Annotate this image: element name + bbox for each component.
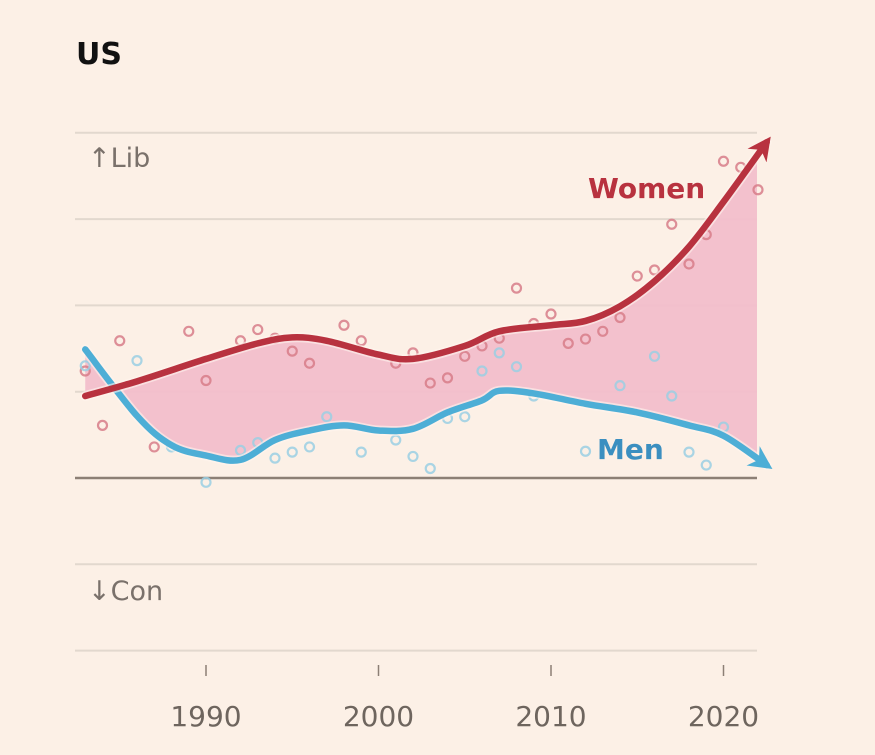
women-data-point <box>96 419 109 431</box>
women-data-point <box>579 333 592 345</box>
chart-title: US <box>76 37 122 72</box>
women-data-point <box>545 308 557 320</box>
women-data-point <box>666 218 678 230</box>
women-data-point <box>614 311 626 324</box>
men-data-point <box>476 365 488 377</box>
women-trend-line <box>82 136 771 400</box>
women-data-point <box>510 282 523 294</box>
men-data-point <box>666 390 678 402</box>
women-data-point <box>303 357 316 369</box>
lib-direction-label: ↑Lib <box>88 143 150 174</box>
women-data-point <box>631 270 643 282</box>
men-data-point <box>286 446 298 458</box>
gap-area <box>85 155 757 460</box>
men-data-point <box>390 434 402 446</box>
men-data-point <box>79 360 91 372</box>
men-data-point <box>579 445 592 457</box>
men-data-point <box>648 350 661 362</box>
men-data-point <box>355 446 367 458</box>
women-data-point <box>355 335 367 347</box>
men-series-label: Men <box>597 433 664 466</box>
women-data-point <box>252 323 264 336</box>
women-data-point <box>424 377 436 389</box>
women-data-point <box>338 319 350 331</box>
men-data-point <box>424 462 436 475</box>
women-data-point <box>597 325 609 337</box>
women-data-point <box>459 350 471 362</box>
women-data-point <box>717 155 730 167</box>
scatter-points <box>79 155 764 488</box>
men-data-point <box>269 452 281 464</box>
men-data-point <box>700 459 712 471</box>
men-data-point <box>303 441 316 453</box>
x-tick-label: 2000 <box>343 700 414 733</box>
men-trend-line <box>82 346 773 470</box>
women-data-point <box>183 325 195 337</box>
women-data-point <box>683 258 695 270</box>
x-tick-label: 1990 <box>170 700 241 733</box>
trend-lines <box>80 136 773 471</box>
men-data-point <box>321 411 333 423</box>
women-data-point <box>79 365 91 377</box>
men-data-point <box>459 411 471 423</box>
men-data-point <box>683 446 695 458</box>
con-direction-label: ↓Con <box>88 576 163 607</box>
gender-gap-fill <box>85 155 757 460</box>
men-data-point <box>493 347 505 359</box>
men-data-point <box>200 476 212 488</box>
women-data-point <box>648 264 661 276</box>
women-data-point <box>114 335 126 347</box>
women-data-point <box>200 374 212 387</box>
men-data-point <box>407 450 419 463</box>
women-data-point <box>286 345 298 357</box>
women-data-point <box>752 184 764 196</box>
women-data-point <box>562 337 574 349</box>
x-axis: 1990 2000 2010 2020 <box>170 665 759 733</box>
women-data-point <box>148 441 160 453</box>
men-data-point <box>510 361 523 373</box>
x-tick-label: 2020 <box>688 700 759 733</box>
women-series-label: Women <box>588 172 705 205</box>
women-data-point <box>441 372 454 384</box>
x-tick-label: 2010 <box>515 700 586 733</box>
men-data-point <box>131 355 143 367</box>
men-data-point <box>614 380 626 392</box>
